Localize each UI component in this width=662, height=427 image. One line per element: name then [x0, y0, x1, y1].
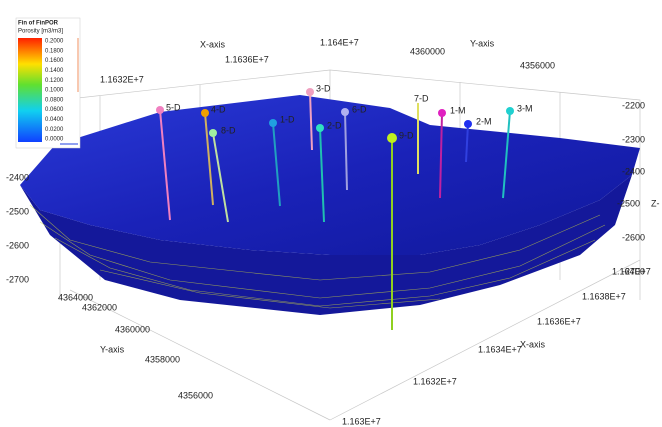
reservoir-top — [20, 95, 640, 255]
axis-label: Z- — [651, 198, 660, 208]
legend-label: 0.1800 — [45, 48, 64, 54]
well-label: 3-M — [517, 103, 533, 113]
axis-tick-label: -2300 — [622, 134, 645, 144]
well-label: 1-D — [280, 114, 295, 124]
axis-tick-label: -2700 — [6, 274, 29, 284]
legend-label: 0.1200 — [45, 78, 64, 84]
well-label: 2-M — [476, 116, 492, 126]
axis-tick-label: -2500 — [6, 206, 29, 216]
axis-tick-label: 1.164E+7 — [612, 266, 651, 276]
legend-label: 0.0200 — [45, 127, 64, 133]
axis-tick-label: 4358000 — [145, 354, 180, 364]
axis-label: X-axis — [520, 339, 546, 349]
well-label: 5-D — [166, 102, 181, 112]
axis-tick-label: 1.163E+7 — [342, 416, 381, 426]
axis-label: Y-axis — [100, 344, 125, 354]
legend-label: 0.0000 — [45, 137, 64, 143]
well-label: 1-M — [450, 105, 466, 115]
axis-tick-label: 4356000 — [520, 60, 555, 70]
axis-tick-label: -2600 — [6, 240, 29, 250]
axis-label: X-axis — [200, 39, 226, 49]
axis-label: Y-axis — [470, 38, 495, 48]
axis-tick-label: -2600 — [622, 232, 645, 242]
axis-tick-label: 4364000 — [58, 292, 93, 302]
axis-tick-label: -2500 — [617, 198, 640, 208]
well-label: 4-D — [211, 104, 226, 114]
axis-tick-label: 4356000 — [178, 390, 213, 400]
well-label: 2-D — [327, 120, 342, 130]
well-label: 7-D — [414, 93, 429, 103]
legend-label: 0.2000 — [45, 39, 64, 45]
legend-label: 0.0400 — [45, 117, 64, 123]
legend: Fin of FinPOR Porosity [m3/m3] 0.2000 0.1… — [15, 17, 81, 149]
well-label: 6-D — [352, 104, 367, 114]
axis-tick-label: 1.1632E+7 — [100, 74, 144, 84]
legend-label: 0.1000 — [45, 88, 64, 94]
axis-tick-label: 1.1636E+7 — [225, 54, 269, 64]
axis-tick-label: 4362000 — [82, 302, 117, 312]
legend-label: 0.0800 — [45, 97, 64, 103]
legend-label: 0.0600 — [45, 107, 64, 113]
legend-label: 0.1600 — [45, 58, 64, 64]
wells — [156, 88, 514, 330]
layer-lines — [29, 204, 606, 309]
legend-title: Fin of FinPOR — [18, 21, 59, 27]
axis-tick-label: 1.164E+7 — [320, 37, 359, 47]
reservoir-side — [20, 175, 632, 315]
axis-tick-label: -2200 — [622, 100, 645, 110]
legend-subtitle: Porosity [m3/m3] — [18, 29, 63, 35]
axis-tick-label: 1.1638E+7 — [582, 291, 626, 301]
axis-tick-label: 1.1636E+7 — [537, 316, 581, 326]
well-label: 3-D — [316, 83, 331, 93]
axis-tick-label: 4360000 — [115, 324, 150, 334]
axis-tick-label: 1.1634E+7 — [478, 344, 522, 354]
axis-tick-label: 4360000 — [410, 46, 445, 56]
legend-label: 0.1400 — [45, 68, 64, 74]
axis-tick-label: 1.1632E+7 — [413, 376, 457, 386]
axis-tick-label: -2700 — [622, 266, 645, 276]
well-label: 8-D — [221, 125, 236, 135]
axis-tick-label: -2400 — [622, 166, 645, 176]
well-label: 9-D — [399, 130, 414, 140]
axis-tick-label: -2400 — [6, 172, 29, 182]
well-labels: 5-D 4-D 8-D 1-D 2-D 3-D 6-D 7-D 9-D 1-M … — [166, 83, 533, 140]
